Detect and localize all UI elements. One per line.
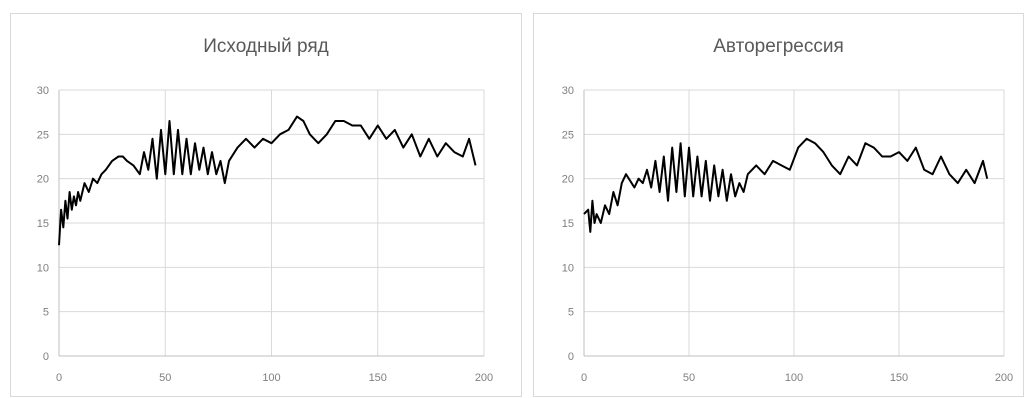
y-tick-label: 25 [37, 129, 49, 141]
y-tick-label: 0 [43, 351, 49, 363]
y-tick-label: 30 [562, 85, 574, 97]
y-tick-label: 25 [562, 129, 574, 141]
x-tick-label: 150 [369, 372, 387, 384]
series-line [583, 137, 989, 233]
y-tick-label: 5 [43, 307, 49, 319]
chart-plot: 0 5 10 15 20 25 30 0 50 100 150 200 [562, 85, 1013, 384]
x-tick-label: 50 [683, 372, 695, 384]
x-tick-label: 200 [475, 372, 493, 384]
y-tick-label: 30 [37, 85, 49, 97]
y-tick-label: 10 [562, 262, 574, 274]
chart-panel-autoregression: Авторегрессия 0 5 10 15 20 25 30 0 50 100 150 200 [533, 13, 1024, 397]
y-tick-label: 20 [37, 174, 49, 186]
chart-plot: 0 5 10 15 20 25 30 0 50 100 150 200 [37, 85, 493, 384]
y-tick-label: 15 [562, 218, 574, 230]
y-tick-label: 5 [568, 307, 574, 319]
x-tick-label: 100 [785, 372, 803, 384]
series-line [58, 115, 477, 246]
chart-title: Исходный ряд [203, 36, 329, 57]
y-tick-label: 15 [37, 218, 49, 230]
x-tick-label: 0 [56, 372, 62, 384]
y-tick-label: 0 [568, 351, 574, 363]
x-tick-label: 50 [159, 372, 171, 384]
y-tick-label: 10 [37, 262, 49, 274]
x-tick-label: 100 [262, 372, 280, 384]
x-tick-label: 200 [995, 372, 1013, 384]
chart-title: Авторегрессия [713, 36, 844, 57]
y-tick-label: 20 [562, 174, 574, 186]
x-tick-label: 150 [890, 372, 908, 384]
chart-panel-original: Исходный ряд 0 5 10 15 20 25 30 0 50 100 150 200 [10, 13, 522, 397]
x-tick-label: 0 [581, 372, 587, 384]
